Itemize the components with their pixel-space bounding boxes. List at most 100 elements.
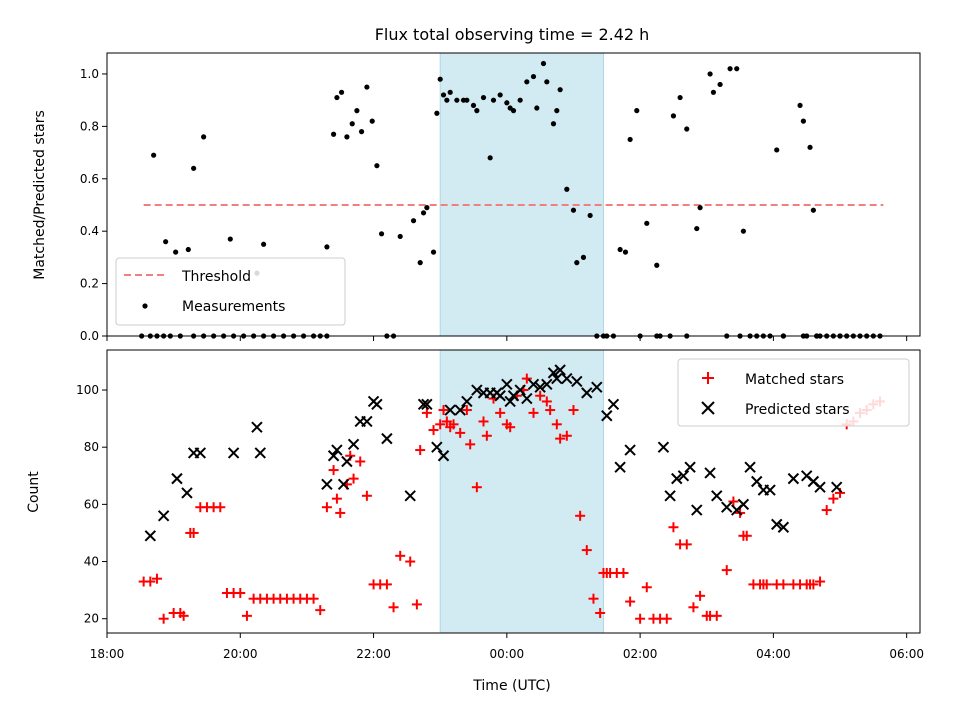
measurement-point [374, 163, 380, 169]
predicted-star-point [194, 447, 207, 459]
bottom-x-tick-label: 20:00 [223, 647, 258, 661]
matched-star-point [551, 419, 562, 430]
matched-star-point [441, 416, 452, 427]
measurement-point [497, 92, 503, 98]
bottom-y-tick-label: 80 [84, 440, 99, 454]
matched-star-point [808, 579, 819, 590]
measurement-point [540, 60, 547, 67]
measurement-point [697, 205, 703, 211]
predicted-star-point [551, 372, 563, 385]
top-legend: Threshold Measurements [115, 257, 346, 326]
bottom-y-tick-label: 20 [84, 612, 99, 626]
predicted-star-point [321, 478, 333, 491]
legend-measurements-label: Measurements [182, 299, 285, 315]
predicted-star-point [521, 392, 533, 405]
predicted-star-point [721, 501, 733, 513]
predicted-star-point [744, 461, 756, 473]
predicted-star-point [554, 364, 566, 376]
measurement-point [810, 207, 816, 213]
predicted-star-point [657, 441, 670, 453]
matched-star-point [625, 596, 636, 607]
matched-star-point [178, 610, 189, 621]
measurement-point [185, 246, 191, 253]
measurement-point [670, 113, 677, 119]
measurement-point [163, 239, 169, 245]
predicted-star-point [601, 410, 613, 422]
top-y-tick-label: 0.8 [80, 119, 99, 133]
measurement-point [417, 260, 423, 266]
predicted-star-point [541, 378, 553, 391]
matched-star-point [595, 607, 606, 618]
matched-star-point [541, 396, 552, 407]
matched-star-point [815, 576, 826, 587]
predicted-star-point [227, 447, 240, 459]
measurement-point [707, 71, 713, 77]
measurement-point [424, 205, 430, 211]
bottom-x-tick-label: 18:00 [90, 647, 125, 661]
predicted-star-point [581, 387, 593, 399]
bottom-legend: Matched stars Predicted stars [677, 358, 910, 427]
measurement-point [201, 134, 207, 140]
predicted-star-point [684, 461, 696, 473]
legend-measurements-swatch [142, 303, 148, 309]
measurement-point [644, 220, 650, 226]
predicted-star-point [711, 490, 723, 502]
matched-star-point [555, 433, 566, 444]
measurement-point [430, 249, 437, 255]
top-y-tick-label: 0.0 [80, 329, 99, 343]
measurement-point [454, 97, 460, 103]
matched-star-point [411, 599, 422, 610]
predicted-star-point [704, 467, 716, 479]
legend-predicted-swatch [701, 401, 715, 415]
measurement-point [338, 89, 345, 95]
measurement-point [447, 89, 453, 95]
matched-star-point [528, 407, 539, 418]
predicted-star-point [417, 398, 430, 411]
measurement-point [420, 210, 427, 216]
matched-star-point [495, 407, 506, 418]
measurement-point [574, 260, 580, 266]
matched-star-point [618, 567, 629, 578]
measurement-point [191, 165, 197, 171]
predicted-star-point [814, 481, 826, 493]
bottom-panel: 20 40 60 80 100 18:00 20:00 22:00 00:00 02:00 04:0… [76, 349, 924, 661]
predicted-star-point [691, 504, 703, 516]
matched-star-point [575, 510, 586, 521]
measurement-point [654, 262, 660, 268]
measurement-point [397, 233, 403, 240]
measurement-point [227, 236, 233, 242]
predicted-star-point [494, 390, 506, 402]
bottom-observing-window [439, 349, 604, 634]
matched-star-point [381, 579, 392, 590]
matched-star-point [521, 373, 532, 384]
predicted-star-point [664, 490, 676, 502]
bottom-x-tick-label: 00:00 [490, 647, 525, 661]
measurement-point [261, 241, 267, 247]
matched-star-point [741, 530, 752, 541]
predicted-star-point [624, 444, 636, 456]
matched-star-point [471, 482, 482, 493]
bottom-y-tick-label: 60 [84, 497, 99, 511]
measurement-point [677, 94, 683, 101]
measurement-point [740, 228, 747, 234]
predicted-star-point [471, 384, 483, 396]
matched-star-point [581, 545, 592, 556]
predicted-star-point [771, 518, 783, 531]
matched-star-point [235, 587, 246, 598]
matched-star-point [505, 422, 516, 433]
predicted-star-point [437, 450, 450, 462]
predicted-star-point [504, 395, 516, 408]
matched-star-point [535, 390, 546, 401]
measurement-point [554, 108, 560, 114]
matched-star-point [348, 473, 359, 484]
matched-star-point [761, 579, 772, 590]
matched-star-point [308, 593, 319, 604]
legend-threshold-label: Threshold [181, 269, 251, 285]
measurement-point [470, 102, 477, 109]
predicted-star-point [514, 384, 526, 396]
predicted-star-point [254, 447, 266, 459]
predicted-star-point [461, 395, 473, 408]
matched-star-point [681, 539, 692, 550]
matched-star-point [545, 405, 556, 416]
matched-star-point [361, 490, 372, 501]
